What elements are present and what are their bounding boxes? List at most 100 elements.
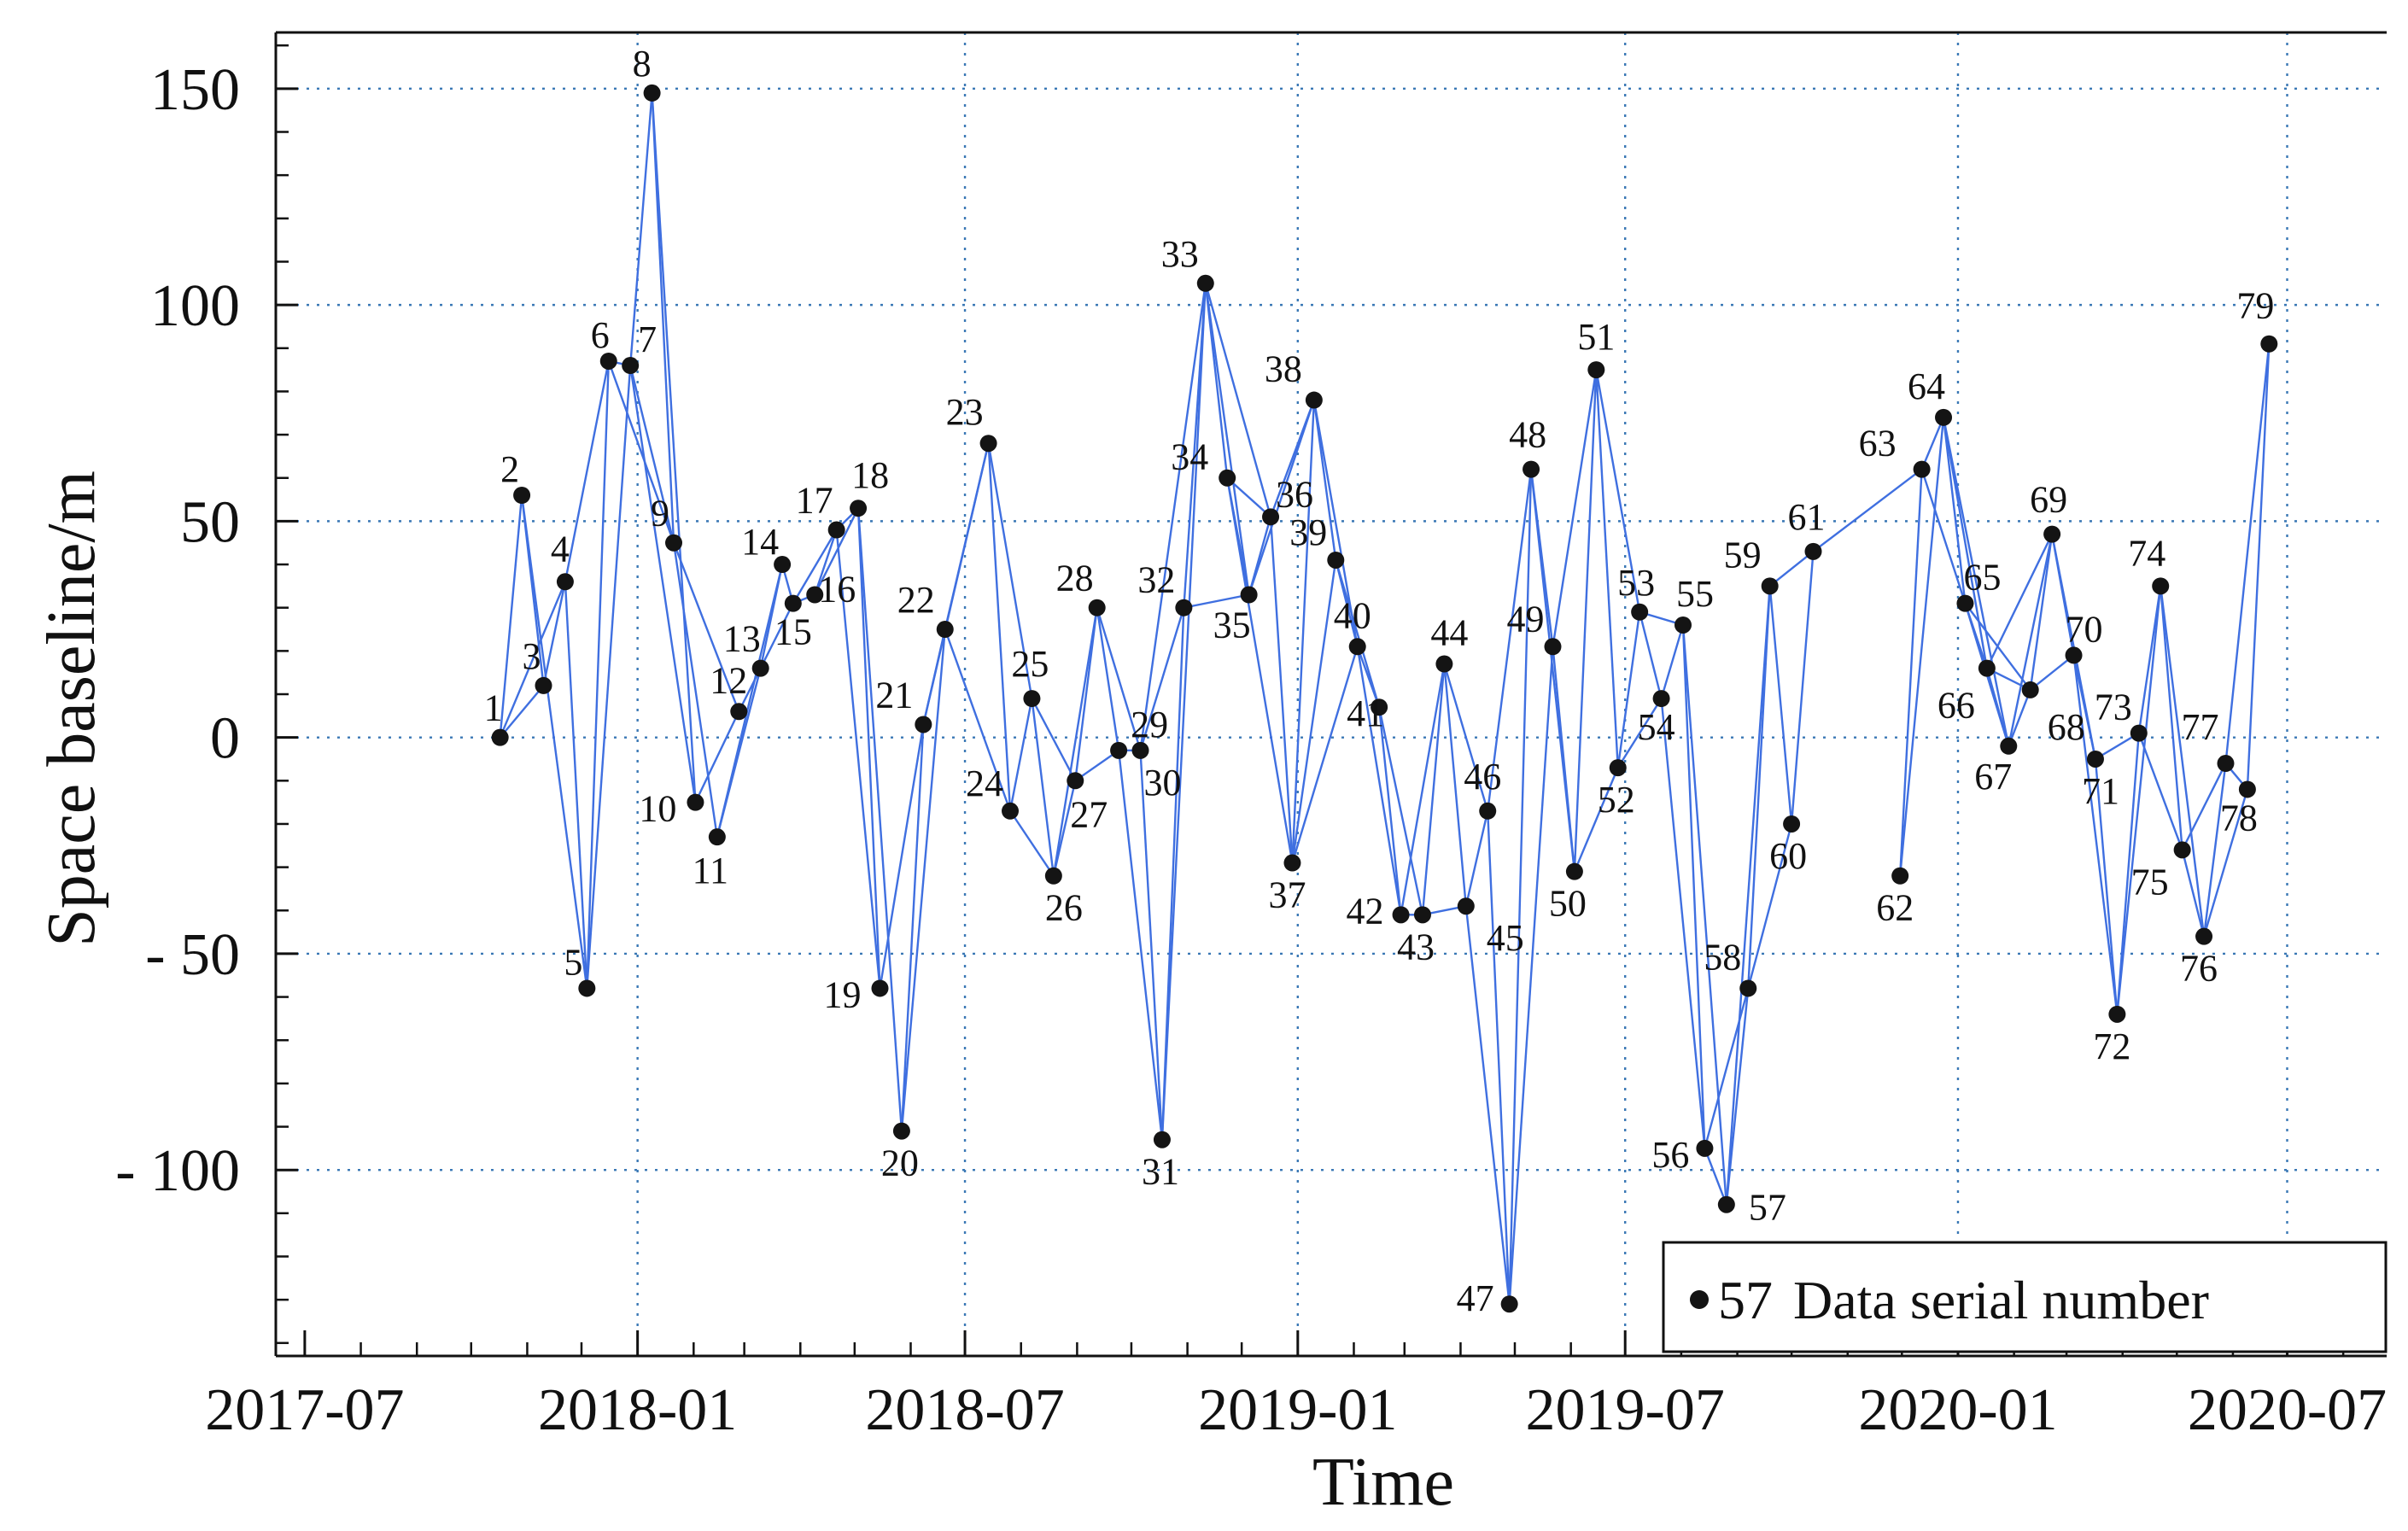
baseline-edge <box>1139 750 1164 1140</box>
baseline-point <box>1500 1295 1518 1313</box>
baseline-edge <box>2202 789 2249 937</box>
baseline-connections <box>499 92 2271 1305</box>
axes <box>274 31 2387 1358</box>
baseline-point <box>622 357 640 375</box>
baseline-point <box>2217 755 2235 773</box>
point-serial-label: 12 <box>710 659 747 701</box>
baseline-edge <box>944 442 990 630</box>
baseline-point <box>2065 646 2083 664</box>
baseline-point <box>915 716 932 733</box>
point-serial-label: 8 <box>633 43 652 85</box>
point-serial-label: 24 <box>966 763 1003 804</box>
baseline-point <box>1544 638 1562 656</box>
baseline-point <box>1435 655 1453 673</box>
baseline-edge <box>1377 707 1402 915</box>
baseline-point <box>871 979 889 997</box>
legend: 57 Data serial number <box>1662 1241 2388 1353</box>
point-serial-label: 3 <box>523 635 541 677</box>
baseline-edge <box>1421 663 1446 915</box>
x-tick-label: 2019-07 <box>1526 1377 1725 1443</box>
baseline-point <box>1891 867 1909 885</box>
baseline-edge <box>586 360 610 989</box>
baseline-edge <box>716 564 784 838</box>
baseline-point <box>827 521 845 539</box>
point-serial-label: 59 <box>1724 534 1762 576</box>
baseline-edge <box>1508 469 1533 1305</box>
point-serial-label: 61 <box>1788 496 1826 538</box>
baseline-edge <box>1226 477 1294 863</box>
baseline-edge <box>1096 607 1142 751</box>
y-tick-label: 50 <box>180 489 240 555</box>
baseline-edge <box>1226 476 1271 518</box>
point-serial-label: 35 <box>1213 604 1251 646</box>
baseline-edge <box>1942 417 2010 747</box>
baseline-edge <box>1031 698 1055 876</box>
point-serial-label: 43 <box>1397 926 1435 967</box>
baseline-edge <box>1768 550 1815 587</box>
point-serial-label: 48 <box>1509 414 1546 456</box>
baseline-point <box>2195 927 2213 945</box>
baseline-edge <box>1508 646 1554 1305</box>
baseline-edge <box>1898 469 1923 876</box>
point-serial-label: 1 <box>484 687 503 729</box>
baseline-edge <box>2137 586 2162 733</box>
baseline-edge <box>1031 698 1077 781</box>
baseline-point <box>2173 841 2191 859</box>
baseline-point <box>1002 802 1020 820</box>
baseline-edge <box>2008 534 2054 747</box>
point-serial-label: 17 <box>796 480 833 522</box>
baseline-point <box>1804 542 1822 560</box>
legend-marker <box>1690 1290 1709 1309</box>
baseline-edge <box>900 628 946 1131</box>
point-serial-label: 49 <box>1506 598 1544 640</box>
baseline-edge <box>1573 767 1619 873</box>
point-serial-label: 29 <box>1131 704 1168 745</box>
baseline-point <box>1523 460 1540 478</box>
baseline-edge <box>1573 370 1598 872</box>
baseline-point <box>2130 724 2148 742</box>
point-serial-label: 51 <box>1577 316 1615 358</box>
point-serial-label: 25 <box>1011 643 1049 685</box>
baseline-point <box>1457 897 1475 915</box>
point-serial-label: 66 <box>1938 685 1975 727</box>
baseline-edge <box>759 564 784 669</box>
baseline-edge <box>835 529 881 989</box>
point-serial-label: 38 <box>1265 348 1302 390</box>
point-serial-label: 71 <box>2082 770 2119 812</box>
baseline-point <box>892 1122 910 1140</box>
point-serial-label: 60 <box>1769 835 1807 877</box>
point-serial-label: 46 <box>1464 756 1501 798</box>
baseline-point <box>1413 906 1431 924</box>
baseline-edge <box>1312 400 1337 561</box>
baseline-point <box>491 728 509 746</box>
baseline-edge <box>1377 706 1424 915</box>
baseline-edge <box>1117 750 1164 1140</box>
baseline-point <box>936 621 954 639</box>
point-serial-label: 7 <box>638 318 657 360</box>
baseline-edge <box>499 581 567 739</box>
baseline-point <box>1348 638 1366 656</box>
baseline-edge <box>1747 586 1771 989</box>
baseline-edge <box>1443 663 1489 812</box>
baseline-point <box>1219 469 1236 487</box>
point-serial-label: 56 <box>1651 1134 1689 1176</box>
baseline-edge <box>814 529 838 595</box>
baseline-edge <box>1464 810 1489 907</box>
baseline-edge <box>1052 780 1077 877</box>
baseline-edge <box>1812 468 1923 552</box>
point-serial-label: 58 <box>1704 936 1741 978</box>
baseline-point <box>730 703 748 721</box>
baseline-edge <box>607 360 675 544</box>
baseline-edge <box>2160 586 2206 937</box>
baseline-point <box>687 793 704 811</box>
point-serial-label: 28 <box>1056 558 1094 599</box>
point-serial-label: 75 <box>2131 861 2169 903</box>
baseline-edge <box>2029 654 2075 691</box>
baseline-edge <box>1139 607 1185 751</box>
baseline-edge <box>1008 698 1033 811</box>
baseline-edge <box>2116 733 2140 1014</box>
baseline-edge <box>1616 698 1663 768</box>
baseline-edge <box>1487 469 1533 811</box>
